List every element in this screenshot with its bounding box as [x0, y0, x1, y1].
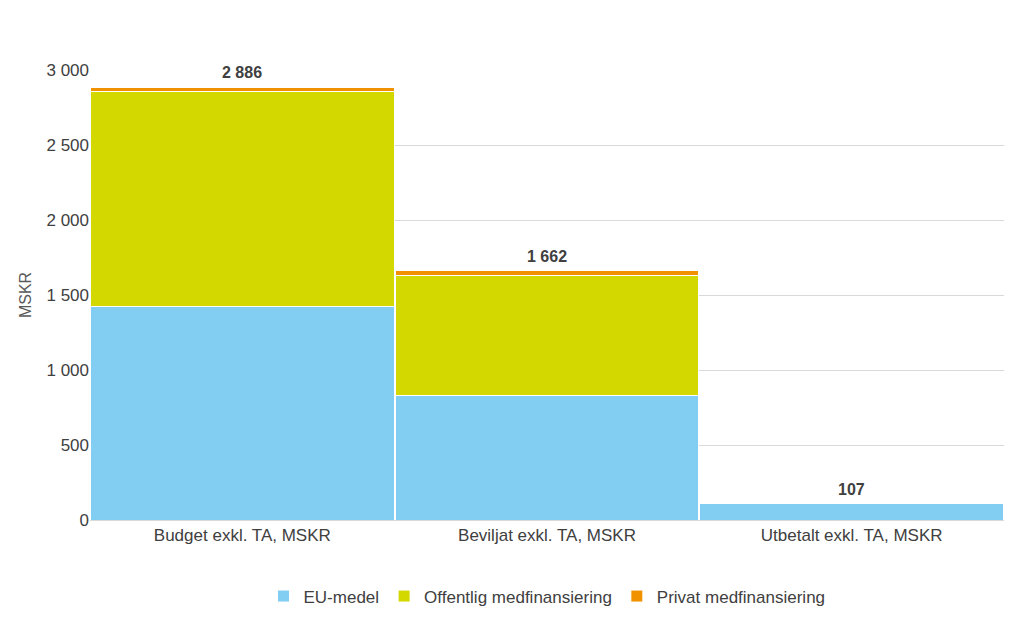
svg-text:Utbetalt exkl. TA, MSKR: Utbetalt exkl. TA, MSKR — [761, 526, 943, 545]
svg-text:Offentlig medfinansiering: Offentlig medfinansiering — [424, 588, 612, 607]
svg-text:EU-medel: EU-medel — [304, 588, 380, 607]
svg-text:2 000: 2 000 — [46, 211, 89, 230]
svg-text:1 000: 1 000 — [46, 361, 89, 380]
svg-text:Beviljat exkl. TA, MSKR: Beviljat exkl. TA, MSKR — [458, 526, 636, 545]
svg-text:Privat medfinansiering: Privat medfinansiering — [657, 588, 825, 607]
svg-text:MSKR: MSKR — [17, 272, 34, 318]
svg-text:107: 107 — [838, 481, 865, 498]
svg-text:2 886: 2 886 — [222, 64, 262, 81]
svg-text:1 662: 1 662 — [527, 248, 567, 265]
svg-text:Budget exkl. TA, MSKR: Budget exkl. TA, MSKR — [154, 526, 331, 545]
svg-text:500: 500 — [61, 436, 89, 455]
svg-text:3 000: 3 000 — [46, 61, 89, 80]
svg-text:2 500: 2 500 — [46, 136, 89, 155]
svg-text:1 500: 1 500 — [46, 286, 89, 305]
svg-text:0: 0 — [80, 511, 89, 530]
